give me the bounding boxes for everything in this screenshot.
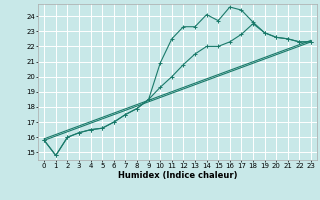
X-axis label: Humidex (Indice chaleur): Humidex (Indice chaleur) [118,171,237,180]
